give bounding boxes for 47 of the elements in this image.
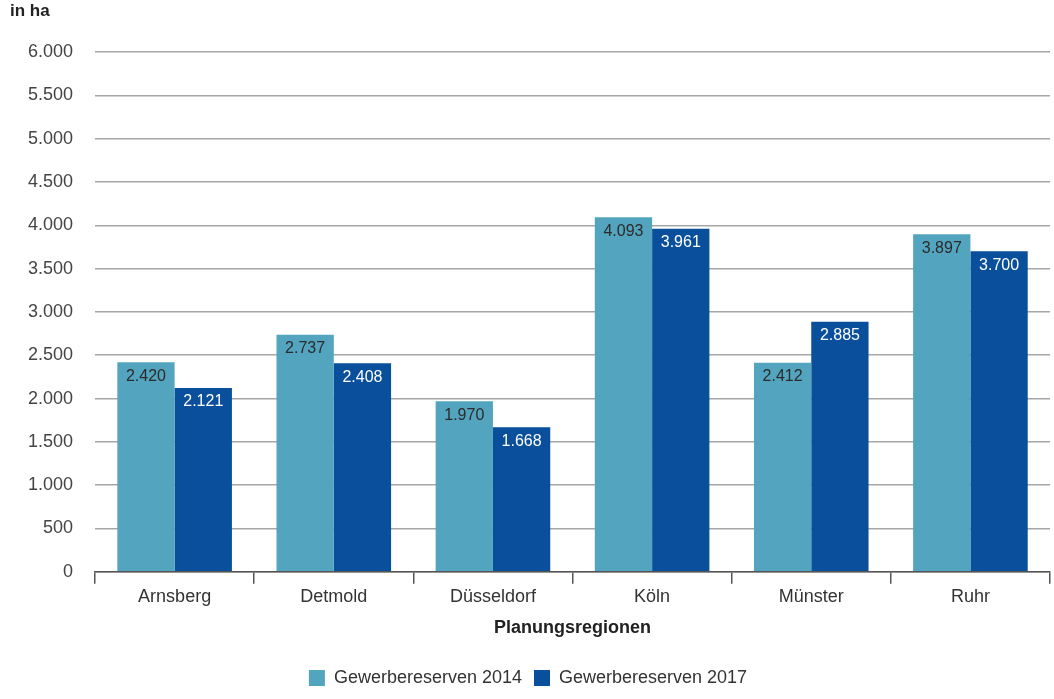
bar — [594, 217, 653, 572]
x-tick-label: Arnsberg — [138, 585, 212, 606]
bar — [913, 234, 971, 572]
y-tick-label: 3.500 — [28, 257, 74, 278]
data-label: 3.700 — [979, 255, 1020, 273]
data-label: 3.897 — [921, 238, 962, 256]
y-tick-label: 4.000 — [28, 214, 74, 235]
x-tick-label: Ruhr — [950, 585, 990, 606]
bar — [117, 362, 175, 572]
bar — [753, 362, 812, 572]
data-label: 3.961 — [660, 233, 701, 251]
x-axis-title: Planungsregionen — [494, 617, 652, 638]
y-tick-label: 5.500 — [28, 84, 74, 105]
y-tick-label: 3.000 — [28, 300, 74, 321]
y-tick-label: 4.500 — [28, 170, 74, 191]
data-label: 2.885 — [819, 326, 861, 344]
data-label: 1.970 — [444, 405, 485, 423]
x-tick-label: Düsseldorf — [449, 585, 537, 606]
y-tick-label: 2.500 — [28, 344, 74, 365]
x-tick-label: Münster — [778, 585, 844, 606]
bar — [652, 228, 710, 572]
bar — [174, 388, 232, 572]
x-tick-label: Detmold — [300, 585, 368, 606]
y-tick-label: 1.000 — [28, 474, 74, 495]
data-label: 2.408 — [342, 367, 383, 385]
bar — [492, 427, 551, 572]
data-label: 2.420 — [125, 366, 167, 384]
x-tick-label: Köln — [634, 585, 671, 606]
bar — [970, 251, 1028, 572]
y-axis-title: in ha — [10, 1, 51, 20]
legend-label: Gewerbereserven 2017 — [559, 666, 748, 687]
data-label: 4.093 — [603, 221, 644, 239]
y-tick-label: 6.000 — [28, 40, 74, 61]
y-tick-label: 2.000 — [28, 387, 74, 408]
bar — [435, 401, 493, 572]
data-label: 2.121 — [183, 392, 224, 410]
bar — [811, 321, 869, 572]
bar — [333, 363, 392, 572]
data-label: 2.412 — [762, 367, 803, 385]
y-tick-label: 500 — [43, 517, 74, 538]
bar — [276, 334, 334, 572]
data-label: 1.668 — [501, 431, 542, 449]
data-label: 2.737 — [285, 339, 326, 357]
y-tick-label: 1.500 — [28, 430, 74, 451]
y-tick-label: 0 — [63, 560, 74, 581]
y-tick-label: 5.000 — [28, 127, 74, 148]
legend-label: Gewerbereserven 2014 — [333, 666, 523, 687]
